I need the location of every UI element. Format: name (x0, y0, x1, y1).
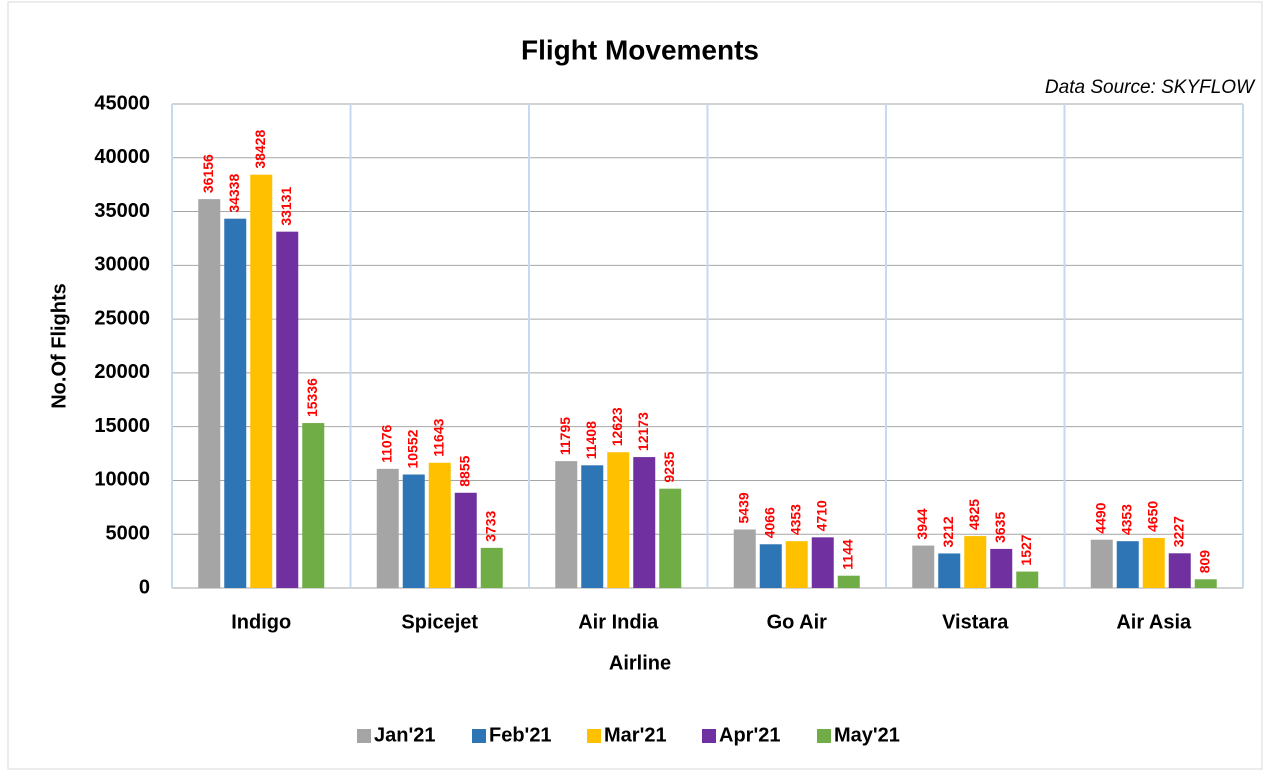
legend-swatch (702, 729, 716, 743)
legend-label: Apr'21 (719, 724, 780, 746)
chart-title: Flight Movements (521, 34, 759, 65)
data-label: 3635 (992, 512, 1008, 543)
data-label: 11408 (583, 421, 599, 459)
legend-swatch (472, 729, 486, 743)
bar (1142, 537, 1165, 588)
data-label: 12623 (609, 407, 625, 446)
legend-label: May'21 (834, 724, 900, 746)
y-tick-label: 25000 (94, 307, 150, 329)
bar (581, 465, 604, 588)
bar (276, 231, 299, 588)
bar (912, 545, 935, 588)
legend-label: Feb'21 (489, 724, 552, 746)
bar (428, 462, 451, 588)
x-axis-label: Airline (609, 652, 671, 674)
bar (964, 536, 987, 588)
data-label: 1144 (839, 539, 855, 570)
legend-swatch (357, 729, 371, 743)
y-tick-label: 15000 (94, 415, 150, 437)
bar (1194, 579, 1217, 588)
y-tick-label: 5000 (106, 523, 151, 545)
data-label: 9235 (661, 451, 677, 482)
x-tick-label: Spicejet (401, 611, 478, 633)
legend-label: Jan'21 (374, 724, 435, 746)
data-label: 10552 (404, 429, 420, 468)
bar (633, 457, 656, 588)
data-label: 34338 (226, 174, 242, 213)
y-axis-label: No.Of Flights (48, 283, 70, 409)
legend-label: Mar'21 (604, 724, 667, 746)
bar (1016, 571, 1039, 588)
bar (811, 537, 834, 588)
bar (785, 541, 808, 588)
bar (250, 174, 273, 588)
bar (224, 218, 247, 589)
bar (1090, 539, 1113, 588)
data-label: 4490 (1092, 502, 1108, 533)
bar (938, 553, 961, 588)
data-label: 15336 (304, 378, 320, 417)
data-label: 11076 (378, 424, 394, 462)
legend-swatch (817, 729, 831, 743)
data-label: 5439 (735, 492, 751, 523)
bar (1116, 541, 1139, 588)
data-label: 3227 (1170, 516, 1186, 547)
data-label: 3944 (914, 508, 930, 539)
data-label: 33131 (278, 187, 294, 226)
data-label: 38428 (252, 130, 268, 169)
bar (454, 492, 477, 588)
x-tick-label: Air Asia (1116, 611, 1192, 633)
y-tick-label: 35000 (94, 200, 150, 222)
y-tick-label: 20000 (94, 361, 150, 383)
data-label: 11643 (430, 418, 446, 456)
bar (480, 547, 503, 588)
data-label: 4710 (813, 500, 829, 531)
bar (607, 452, 630, 588)
data-label: 11795 (557, 417, 573, 455)
bar (733, 529, 756, 588)
data-label: 1527 (1018, 534, 1034, 565)
y-tick-label: 10000 (94, 469, 150, 491)
x-tick-label: Air India (578, 611, 659, 633)
x-tick-label: Indigo (231, 611, 291, 633)
data-label: 4825 (966, 499, 982, 530)
y-tick-label: 0 (139, 576, 150, 598)
data-label: 4353 (1118, 504, 1134, 535)
data-label: 3733 (482, 510, 498, 541)
chart-subtitle: Data Source: SKYFLOW (1045, 77, 1256, 98)
bar (198, 199, 221, 588)
y-tick-label: 40000 (94, 146, 150, 168)
data-label: 3212 (940, 516, 956, 547)
bar (759, 544, 782, 588)
data-label: 809 (1196, 550, 1212, 574)
bar (990, 548, 1013, 588)
data-label: 8855 (456, 455, 472, 486)
bar (837, 575, 860, 588)
bar (402, 474, 425, 588)
y-tick-label: 45000 (94, 92, 150, 114)
bar (376, 468, 399, 588)
data-label: 4650 (1144, 501, 1160, 532)
bar (1168, 553, 1191, 588)
bar (302, 423, 325, 588)
data-label: 4066 (761, 507, 777, 538)
legend-swatch (587, 729, 601, 743)
bar (555, 461, 578, 588)
x-tick-label: Vistara (942, 611, 1009, 633)
data-label: 4353 (787, 504, 803, 535)
data-label: 12173 (635, 412, 651, 451)
data-label: 36156 (200, 154, 216, 193)
y-tick-label: 30000 (94, 254, 150, 276)
bar (659, 488, 682, 588)
x-tick-label: Go Air (767, 611, 828, 633)
